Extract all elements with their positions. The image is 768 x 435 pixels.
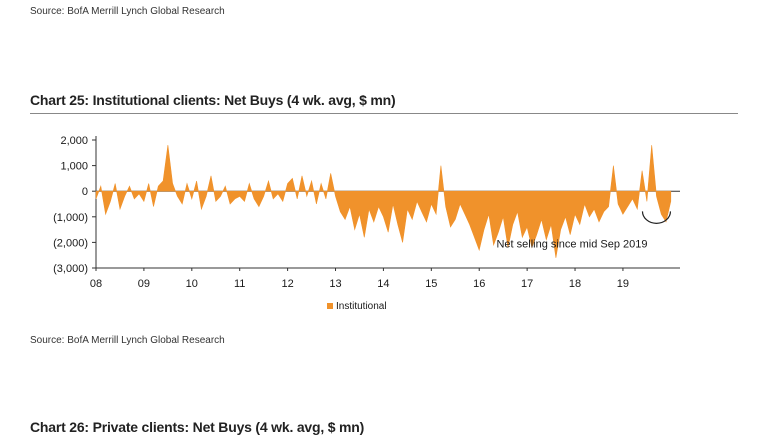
x-tick-label: 19 xyxy=(617,278,629,290)
x-tick-label: 18 xyxy=(569,278,581,290)
y-tick-label: (2,000) xyxy=(53,237,88,249)
x-tick-label: 09 xyxy=(138,278,150,290)
source-note-top: Source: BofA Merrill Lynch Global Resear… xyxy=(30,6,225,17)
x-tick-label: 11 xyxy=(234,278,245,290)
legend-swatch xyxy=(327,303,333,309)
y-tick-label: (1,000) xyxy=(53,212,88,224)
x-tick-label: 17 xyxy=(521,278,533,290)
x-tick-label: 08 xyxy=(90,278,102,290)
x-tick-label: 12 xyxy=(281,278,293,290)
annotation-arc xyxy=(641,211,672,224)
institutional-area xyxy=(95,145,672,258)
legend: Institutional xyxy=(327,301,387,312)
x-tick-label: 14 xyxy=(377,278,389,290)
source-note-bottom: Source: BofA Merrill Lynch Global Resear… xyxy=(30,335,225,346)
y-axis: 2,000 1,000 0 (1,000) (2,000) (3,000) xyxy=(53,135,97,275)
y-tick-label: 1,000 xyxy=(60,161,88,173)
x-tick-label: 13 xyxy=(329,278,341,290)
next-chart-title: Chart 26: Private clients: Net Buys (4 w… xyxy=(30,419,365,435)
annotation: Net selling since mid Sep 2019 xyxy=(496,211,672,251)
chart-title: Chart 25: Institutional clients: Net Buy… xyxy=(30,92,396,108)
x-tick-label: 16 xyxy=(473,278,485,290)
legend-label: Institutional xyxy=(336,301,387,312)
y-tick-label: 2,000 xyxy=(60,135,88,147)
series-institutional xyxy=(95,145,672,258)
annotation-text: Net selling since mid Sep 2019 xyxy=(496,239,647,251)
title-rule xyxy=(30,113,738,114)
x-tick-label: 10 xyxy=(186,278,198,290)
y-tick-label: (3,000) xyxy=(53,263,88,275)
y-tick-label: 0 xyxy=(82,186,88,198)
x-tick-label: 15 xyxy=(425,278,437,290)
